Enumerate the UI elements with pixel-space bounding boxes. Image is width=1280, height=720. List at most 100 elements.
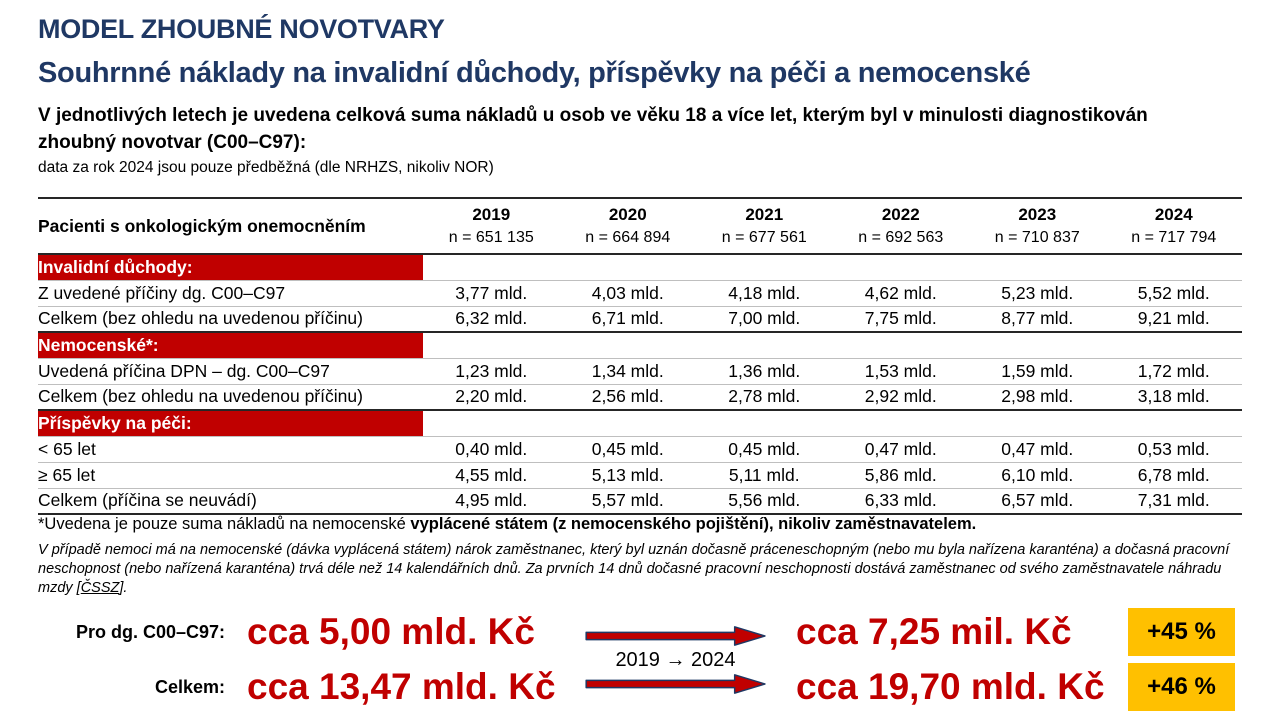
table-row: ≥ 65 let 4,55 mld. 5,13 mld. 5,11 mld. 5…: [38, 462, 1242, 489]
n-count: n = 664 894: [585, 229, 671, 246]
section-header-cell: Příspěvky na péči:: [38, 409, 423, 437]
year-header-2020: 2020 n = 664 894: [559, 198, 696, 255]
increase-badge: +45 %: [1128, 608, 1235, 656]
year-label: 2024: [1154, 205, 1193, 224]
cell-value: 4,62 mld.: [832, 280, 969, 307]
cell-value: 7,31 mld.: [1105, 488, 1242, 515]
cell-value: 2,56 mld.: [559, 384, 696, 411]
row-label: Z uvedené příčiny dg. C00–C97: [38, 280, 423, 307]
description: V jednotlivých letech je uvedena celková…: [38, 102, 1248, 156]
cell-value: 1,53 mld.: [832, 358, 969, 385]
cell-value: 3,77 mld.: [423, 280, 560, 307]
n-count: n = 717 794: [1131, 229, 1217, 246]
cell-value: 5,57 mld.: [559, 488, 696, 515]
cell-value: 4,95 mld.: [423, 488, 560, 515]
table-header-row: Pacienti s onkologickým onemocněním 2019…: [38, 198, 1242, 255]
asterisk-footnote-bold: vyplácené státem (z nemocenského pojiště…: [410, 515, 977, 533]
cell-value: 1,23 mld.: [423, 358, 560, 385]
cell-value: 6,32 mld.: [423, 306, 560, 333]
section-row-invalidni-duchody: Invalidní důchody:: [38, 253, 1242, 281]
table-corner-header: Pacienti s onkologickým onemocněním: [38, 198, 423, 255]
detail-line3-prefix: mzdy [: [38, 580, 81, 596]
row-label: Celkem (bez ohledu na uvedenou příčinu): [38, 306, 423, 333]
arrow-column: 2019 → 2024: [573, 607, 778, 712]
detail-line1: V případě nemoci má na nemocenské (dávka…: [38, 542, 1230, 558]
cell-value: 6,57 mld.: [969, 488, 1106, 515]
row-label: < 65 let: [38, 436, 423, 463]
cell-value: 6,78 mld.: [1105, 462, 1242, 489]
cell-value: 2,92 mld.: [832, 384, 969, 411]
table-row: Z uvedené příčiny dg. C00–C97 3,77 mld. …: [38, 280, 1242, 307]
increase-badge: +46 %: [1128, 663, 1235, 711]
year-label: 2020: [608, 205, 647, 224]
cell-value: 0,45 mld.: [696, 436, 833, 463]
cost-table: Pacienti s onkologickým onemocněním 2019…: [38, 197, 1242, 515]
year-label: 2023: [1018, 205, 1057, 224]
cell-value: 6,33 mld.: [832, 488, 969, 515]
year-header-2022: 2022 n = 692 563: [832, 198, 969, 255]
table-row: < 65 let 0,40 mld. 0,45 mld. 0,45 mld. 0…: [38, 436, 1242, 463]
section-empty-cell: [423, 253, 1242, 281]
section-empty-cell: [423, 409, 1242, 437]
cell-value: 1,34 mld.: [559, 358, 696, 385]
cell-value: 1,36 mld.: [696, 358, 833, 385]
year-span-label: 2019 → 2024: [615, 648, 736, 671]
cell-value: 4,55 mld.: [423, 462, 560, 489]
cell-value: 8,77 mld.: [969, 306, 1106, 333]
cell-value: 5,52 mld.: [1105, 280, 1242, 307]
section-header-cell: Nemocenské*:: [38, 331, 423, 359]
year-header-2021: 2021 n = 677 561: [696, 198, 833, 255]
cell-value: 0,45 mld.: [559, 436, 696, 463]
row-label: Celkem (bez ohledu na uvedenou příčinu): [38, 384, 423, 411]
cell-value: 1,59 mld.: [969, 358, 1106, 385]
asterisk-footnote: *Uvedena je pouze suma nákladů na nemoce…: [38, 514, 1246, 535]
row-label: ≥ 65 let: [38, 462, 423, 489]
year-label: 2022: [881, 205, 920, 224]
n-count: n = 651 135: [448, 229, 534, 246]
table-row: Celkem (bez ohledu na uvedenou příčinu) …: [38, 306, 1242, 333]
cell-value: 2,20 mld.: [423, 384, 560, 411]
summary-row1-badge-wrap: +45 %: [1128, 607, 1242, 657]
cell-value: 9,21 mld.: [1105, 306, 1242, 333]
cell-value: 7,75 mld.: [832, 306, 969, 333]
cell-value: 4,18 mld.: [696, 280, 833, 307]
detail-footnote: V případě nemoci má na nemocenské (dávka…: [38, 541, 1246, 598]
n-count: n = 677 561: [721, 229, 807, 246]
section-empty-cell: [423, 331, 1242, 359]
year-header-2024: 2024 n = 717 794: [1105, 198, 1242, 255]
cell-value: 5,86 mld.: [832, 462, 969, 489]
cell-value: 5,56 mld.: [696, 488, 833, 515]
summary-row1-from-value: cca 5,00 mld. Kč: [247, 611, 535, 652]
section-row-prispevky-na-peci: Příspěvky na péči:: [38, 409, 1242, 437]
footnotes: *Uvedena je pouze suma nákladů na nemoce…: [38, 514, 1246, 598]
header: MODEL ZHOUBNÉ NOVOTVARY Souhrnné náklady…: [38, 12, 1248, 177]
cell-value: 0,53 mld.: [1105, 436, 1242, 463]
year-header-2019: 2019 n = 651 135: [423, 198, 560, 255]
page-title: MODEL ZHOUBNÉ NOVOTVARY: [38, 14, 445, 44]
table-row: Celkem (bez ohledu na uvedenou příčinu) …: [38, 384, 1242, 411]
preliminary-data-note: data za rok 2024 jsou pouze předběžná (d…: [38, 159, 494, 176]
detail-line3-suffix: ].: [119, 580, 128, 596]
cssz-link[interactable]: ČSSZ: [80, 580, 120, 596]
page-subtitle: Souhrnné náklady na invalidní důchody, p…: [38, 57, 1031, 89]
cell-value: 7,00 mld.: [696, 306, 833, 333]
cell-value: 2,98 mld.: [969, 384, 1106, 411]
year-label: 2021: [745, 205, 784, 224]
cell-value: 0,47 mld.: [969, 436, 1106, 463]
description-line1: V jednotlivých letech je uvedena celková…: [38, 105, 1148, 126]
detail-line2: neschopnost (nebo nařízená karanténa) tr…: [38, 561, 1222, 577]
cell-value: 5,23 mld.: [969, 280, 1106, 307]
description-line2: zhoubný novotvar (C00–C97):: [38, 132, 307, 153]
summary-row2-badge-wrap: +46 %: [1128, 662, 1242, 712]
cell-value: 0,47 mld.: [832, 436, 969, 463]
right-arrow-icon: [584, 673, 766, 694]
summary-row2-to-value: cca 19,70 mld. Kč: [796, 666, 1105, 707]
right-arrow-icon: [584, 625, 766, 646]
cell-value: 3,18 mld.: [1105, 384, 1242, 411]
cell-value: 4,03 mld.: [559, 280, 696, 307]
table-row: Uvedená příčina DPN – dg. C00–C97 1,23 m…: [38, 358, 1242, 385]
year-header-2023: 2023 n = 710 837: [969, 198, 1106, 255]
cell-value: 5,13 mld.: [559, 462, 696, 489]
summary-row2-from-value: cca 13,47 mld. Kč: [247, 666, 556, 707]
